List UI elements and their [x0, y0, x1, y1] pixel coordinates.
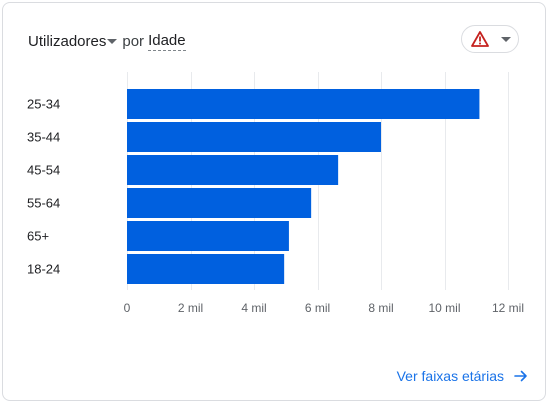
chevron-down-icon	[501, 36, 511, 42]
bar-18-24	[127, 254, 285, 284]
dimension-selector[interactable]: Idade	[148, 31, 186, 51]
x-tick-label-5: 10 mil	[428, 301, 460, 315]
category-label-18-24: 18-24	[27, 262, 60, 277]
x-tick-label-3: 6 mil	[305, 301, 330, 315]
x-tick-label-4: 8 mil	[368, 301, 393, 315]
view-age-ranges-link[interactable]: Ver faixas etárias	[397, 368, 528, 384]
x-tick-label-0: 0	[124, 301, 131, 315]
bar-35-44	[127, 122, 381, 152]
arrow-right-icon	[514, 370, 527, 382]
warning-icon	[471, 31, 489, 47]
metric-label: Utilizadores	[28, 32, 107, 50]
metric-selector[interactable]: Utilizadores	[28, 33, 122, 50]
category-label-45-54: 45-54	[27, 163, 60, 178]
category-label-35-44: 35-44	[27, 130, 60, 145]
alert-dropdown-button[interactable]	[461, 25, 519, 53]
title-connector: por	[122, 32, 145, 50]
x-tick-label-2: 4 mil	[241, 301, 266, 315]
bar-25-34	[127, 89, 480, 119]
bar-55-64	[127, 188, 312, 218]
view-age-ranges-label: Ver faixas etárias	[396, 368, 504, 384]
bar-65+	[127, 221, 289, 251]
bar-45-54	[127, 155, 339, 185]
x-tick-label-6: 12 mil	[492, 301, 524, 315]
x-tick-label-1: 2 mil	[178, 301, 203, 315]
caret-down-icon	[107, 38, 118, 44]
card-title: Utilizadores por Idade	[28, 29, 186, 53]
category-label-25-34: 25-34	[27, 97, 60, 112]
category-label-55-64: 55-64	[27, 196, 60, 211]
category-label-65+: 65+	[27, 229, 49, 244]
